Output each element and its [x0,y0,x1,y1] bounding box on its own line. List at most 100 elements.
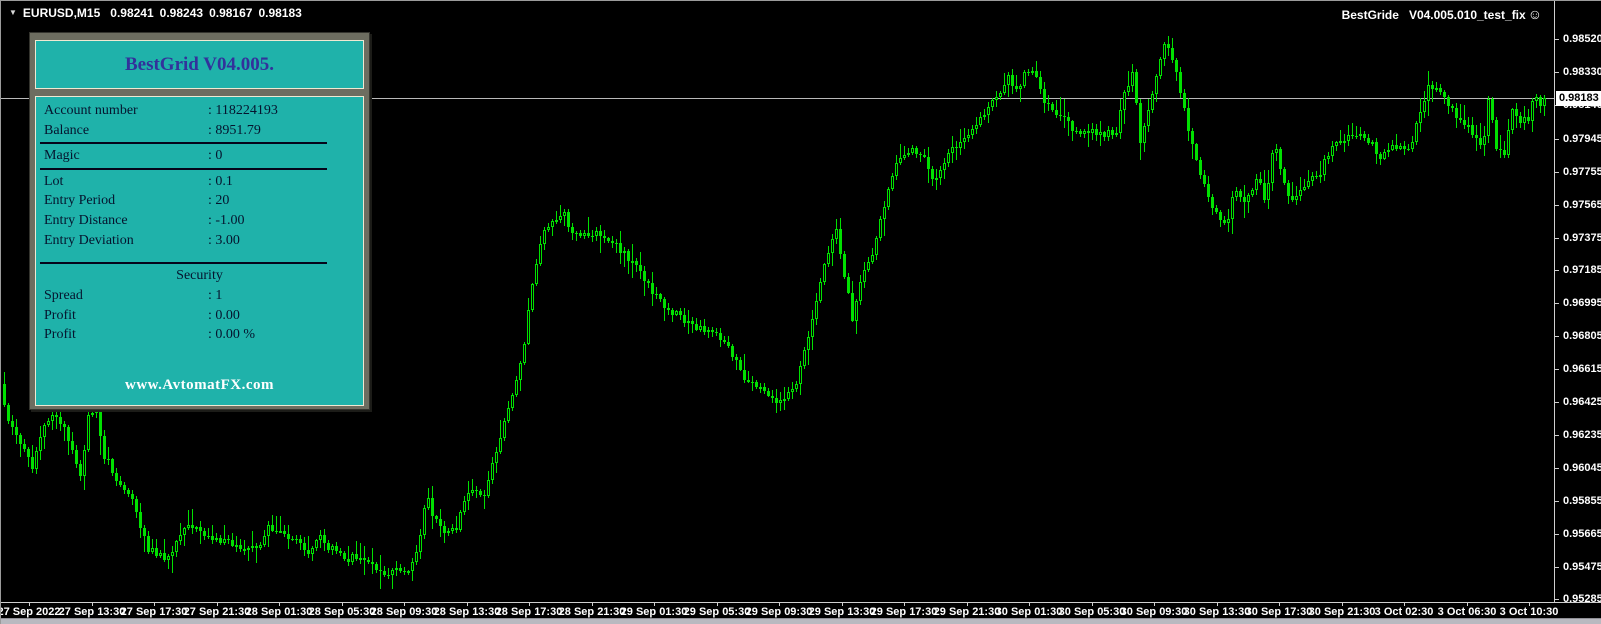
panel-row-label: Entry Deviation [44,232,134,248]
time-axis-tick [904,603,905,606]
price-axis-tick [1555,205,1559,206]
price-axis-tick [1555,39,1559,40]
time-axis-label: 29 Sep 09:30 [745,606,813,618]
price-axis-tick [1555,599,1559,600]
panel-row-label: Entry Distance [44,212,128,228]
time-axis-tick [842,603,843,606]
time-axis-label: 27 Sep 13:30 [58,606,126,618]
price-axis-label: 0.97945 [1563,133,1601,145]
time-axis-tick [154,603,155,606]
price-axis-label: 0.96045 [1563,462,1601,474]
price-axis-label: 0.97185 [1563,264,1601,276]
time-axis-tick [1404,603,1405,606]
time-axis-tick [1342,603,1343,606]
panel-row-value: : 8951.79 [208,122,261,138]
panel-row-label: Magic [44,148,80,164]
panel-row-value: : 0.00 % [208,327,256,343]
price-axis-label: 0.95855 [1563,495,1601,507]
ea-version-label: V04.005.010_test_fix [1408,8,1526,22]
panel-spacer [36,250,363,260]
panel-row: Profit : 0.00 [36,306,363,326]
time-axis-label: 3 Oct 10:30 [1499,606,1559,618]
current-price-tag: 0.98183 [1556,91,1601,106]
panel-row-label: Account number [44,103,138,118]
price-axis-tick [1555,303,1559,304]
time-axis-label: 27 Sep 21:30 [183,606,251,618]
panel-row: Entry Period: 20 [36,191,363,211]
time-axis-label: 27 Sep 2022 [0,606,61,618]
price-axis-label: 0.96995 [1563,297,1601,309]
info-panel-body: Account number : 118224193 Balance : 8951.7… [35,96,364,406]
candlestick-chart [1,36,1554,589]
symbol-period-label: EURUSD,M15 [22,6,101,20]
time-axis-tick [217,603,218,606]
time-axis-tick [1279,603,1280,606]
dropdown-arrow-icon[interactable]: ▼ [9,8,17,17]
price-axis-tick [1555,369,1559,370]
price-axis-tick [1555,72,1559,73]
time-axis-label: 29 Sep 21:30 [933,606,1001,618]
time-axis-tick [29,603,30,606]
panel-row-label: Profit [44,327,76,343]
price-axis-label: 0.96805 [1563,330,1601,342]
price-axis-tick [1555,567,1559,568]
price-axis-label: 0.98520 [1563,33,1601,45]
time-axis-tick [529,603,530,606]
quote-low: 0.98167 [209,6,253,20]
time-axis-label: 29 Sep 13:30 [808,606,876,618]
panel-section-title: Security [176,268,223,284]
chart-canvas[interactable]: ▼ EURUSD,M15 0.98241 0.98243 0.98167 0.98183 … [1,1,1554,602]
price-axis-label: 0.95665 [1563,528,1601,540]
panel-divider [40,262,327,265]
time-axis-tick [1092,603,1093,606]
time-axis-label: 28 Sep 05:30 [308,606,376,618]
time-axis-tick [592,603,593,606]
time-axis-label: 3 Oct 02:30 [1374,606,1434,618]
price-axis-tick [1555,172,1559,173]
time-axis-tick [342,603,343,606]
time-axis-label: 30 Sep 21:30 [1308,606,1376,618]
time-axis-label: 28 Sep 09:30 [370,606,438,618]
smiley-icon: ☺ [1527,6,1542,22]
panel-row-value: : 118224193 [208,103,278,118]
price-axis[interactable]: 0.985200.983300.981400.979450.977550.975… [1554,1,1601,605]
price-axis-label: 0.97375 [1563,232,1601,244]
quote-close: 0.98183 [258,6,302,20]
price-axis-tick [1555,435,1559,436]
price-axis-label: 0.96425 [1563,396,1601,408]
price-axis-tick [1555,501,1559,502]
time-axis-label: 30 Sep 09:30 [1120,606,1188,618]
time-axis-label: 30 Sep 13:30 [1183,606,1251,618]
price-axis-label: 0.97755 [1563,166,1601,178]
window-bottom-edge [1,618,1601,624]
time-axis-tick [779,603,780,606]
time-axis-tick [654,603,655,606]
panel-row-value: : 0.00 [208,307,240,323]
time-axis-label: 3 Oct 06:30 [1437,606,1497,618]
panel-row: Profit : 0.00 % [36,325,363,345]
price-axis-label: 0.97565 [1563,199,1601,211]
panel-row-value: : 3.00 [208,232,240,248]
panel-row-value: : 0 [208,148,223,164]
info-panel-header: BestGrid V04.005. [35,40,364,89]
panel-row-label: Profit [44,307,76,323]
panel-row: Spread: 1 [36,286,363,306]
price-axis-tick [1555,534,1559,535]
panel-row-value: : -1.00 [208,212,245,228]
time-axis-label: 30 Sep 01:30 [995,606,1063,618]
time-axis-tick [92,603,93,606]
time-axis-tick [967,603,968,606]
panel-row-label: Balance [44,122,90,138]
panel-row: Balance : 8951.79 [36,121,363,141]
price-axis-tick [1555,336,1559,337]
panel-divider [40,167,327,170]
panel-row: Entry Deviation : 3.00 [36,231,363,251]
panel-divider [40,142,327,145]
quote-high: 0.98243 [159,6,204,20]
time-axis-tick [404,603,405,606]
time-axis-label: 30 Sep 05:30 [1058,606,1126,618]
quote-open: 0.98241 [110,6,154,20]
price-axis-label: 0.98330 [1563,66,1601,78]
time-axis[interactable]: 27 Sep 2022 27 Sep 13:30 27 Sep 17:30 27 Se… [1,602,1601,618]
